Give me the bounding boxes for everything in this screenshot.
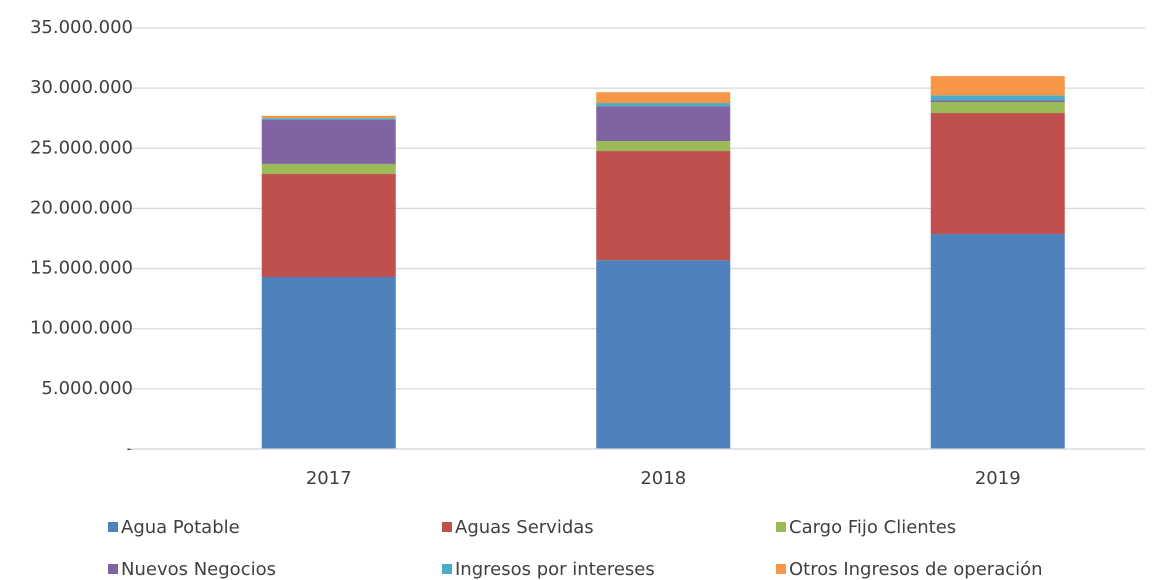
bar-segment [930,113,1065,235]
bar-segment [261,174,396,277]
bar-segment [930,100,1065,102]
bar-segment [930,95,1065,101]
bar-segment [261,118,396,121]
y-tick-label: 20.000.000 [30,197,133,218]
y-tick-label: 35.000.000 [30,17,133,38]
bar-segment [261,120,396,164]
x-tick-label: 2019 [975,468,1021,489]
bar-segment [596,92,731,104]
y-tick-label: 15.000.000 [30,258,133,279]
y-tick-label: - [127,438,134,459]
legend-label: Otros Ingresos de operación [789,559,1043,580]
y-tick-label: 10.000.000 [30,318,133,339]
bar-segment [930,101,1065,114]
bar-segment [596,141,731,152]
bar-segment [261,163,396,175]
bar-segment [596,151,731,261]
x-tick-label: 2017 [306,468,352,489]
legend-label: Cargo Fijo Clientes [789,517,956,538]
bar-segment [596,106,731,142]
legend-label: Agua Potable [121,517,240,538]
y-tick-label: 5.000.000 [41,378,133,399]
legend-swatch [776,522,786,532]
bar-segment [596,260,731,449]
bar-segment [261,276,396,449]
y-tick-label: 25.000.000 [30,137,133,158]
bar-segment [930,234,1065,449]
legend-swatch [442,522,452,532]
legend-label: Ingresos por intereses [455,559,655,580]
bar-segment [930,76,1065,96]
bar-segment [261,115,396,119]
legend-swatch [442,564,452,574]
legend-swatch [108,564,118,574]
legend-swatch [776,564,786,574]
bar-segment [596,103,731,107]
legend-label: Nuevos Negocios [121,559,276,580]
legend-label: Aguas Servidas [455,517,594,538]
y-tick-label: 30.000.000 [30,77,133,98]
legend-swatch [108,522,118,532]
x-tick-label: 2018 [640,468,686,489]
